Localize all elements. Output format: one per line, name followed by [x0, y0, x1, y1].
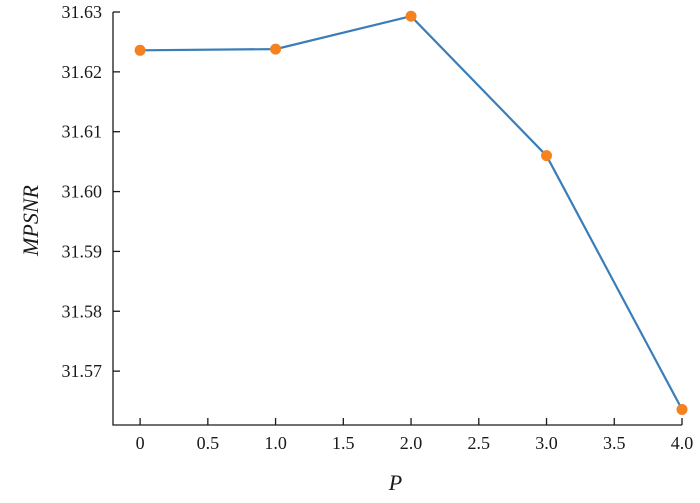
x-tick-label: 1.5: [332, 433, 355, 453]
x-tick-label: 3.5: [603, 433, 626, 453]
x-axis-ticks: 0 0.5 1.0 1.5 2.0 2.5 3.0 3.5 4.0: [136, 418, 694, 453]
data-point: [405, 10, 417, 22]
x-tick-label: 2.5: [468, 433, 491, 453]
data-point: [270, 43, 282, 55]
y-tick-label: 31.63: [62, 2, 103, 22]
x-tick-label: 1.0: [264, 433, 287, 453]
x-tick-label: 4.0: [671, 433, 694, 453]
y-tick-label: 31.59: [62, 241, 103, 261]
data-point: [541, 150, 553, 162]
y-tick-label: 31.60: [62, 182, 103, 202]
y-axis-label: MPSNR: [18, 185, 43, 257]
x-tick-label: 3.0: [535, 433, 558, 453]
data-points: [134, 10, 688, 415]
y-tick-label: 31.57: [62, 361, 103, 381]
x-tick-label: 0.5: [197, 433, 220, 453]
y-tick-label: 31.58: [62, 301, 103, 321]
data-point: [676, 403, 688, 415]
y-tick-label: 31.61: [62, 122, 103, 142]
y-axis-ticks: 31.57 31.58 31.59 31.60 31.61 31.62 31.63: [62, 2, 120, 381]
series-line: [140, 14, 683, 410]
x-tick-label: 0: [136, 433, 145, 453]
axis-spines: [112, 12, 682, 426]
data-point: [134, 44, 146, 56]
axes: [112, 12, 682, 426]
x-axis-label: P: [388, 470, 402, 495]
y-tick-label: 31.62: [62, 62, 103, 82]
x-tick-label: 2.0: [400, 433, 423, 453]
